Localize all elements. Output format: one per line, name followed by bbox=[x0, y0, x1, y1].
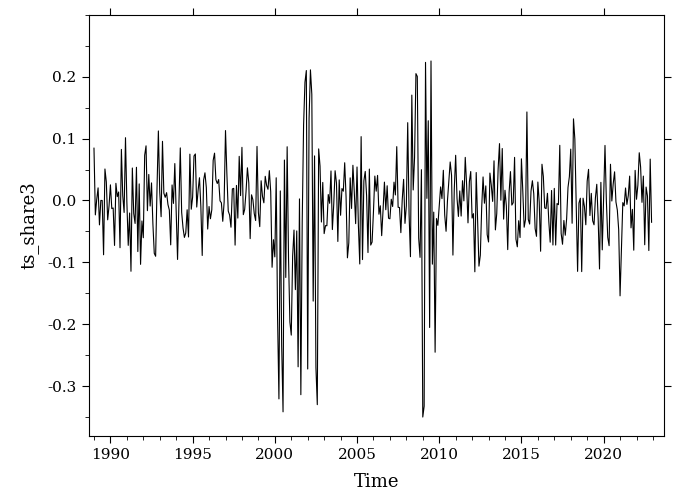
Y-axis label: ts_share3: ts_share3 bbox=[20, 181, 39, 269]
X-axis label: Time: Time bbox=[354, 473, 399, 491]
